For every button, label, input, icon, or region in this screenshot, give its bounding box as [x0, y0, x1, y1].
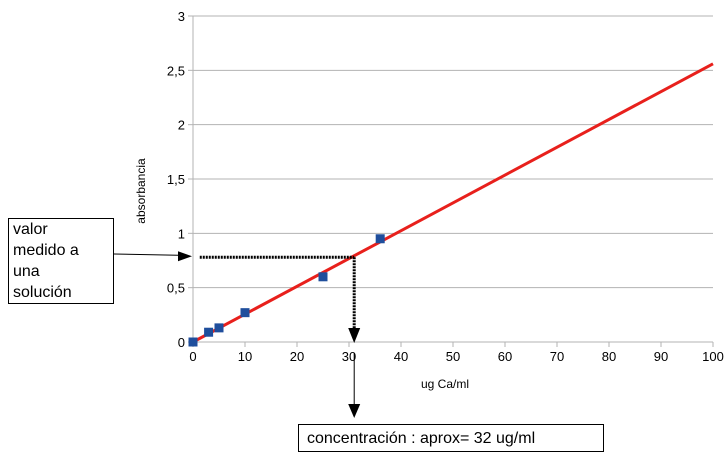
- data-point: [240, 308, 250, 318]
- note-pointer-arrowhead: [178, 251, 192, 262]
- drop-arrowhead: [348, 328, 361, 343]
- y-tick-label: 0,5: [167, 281, 185, 296]
- concentration-note: concentración : aprox= 32 ug/ml: [298, 424, 604, 452]
- data-points: [188, 234, 385, 347]
- x-tick-label: 20: [290, 349, 304, 364]
- measured-note-line-2: medido a: [13, 242, 79, 259]
- y-tick-label: 3: [178, 9, 185, 24]
- grid-lines: [193, 15, 713, 343]
- y-tick-label: 1,5: [167, 172, 185, 187]
- x-tick-label: 70: [550, 349, 564, 364]
- measured-note-line-4: solución: [13, 284, 72, 301]
- y-tick-labels: 0 0,5 1 1,5 2 2,5 3: [167, 9, 185, 350]
- y-axis-label: absorbancia: [134, 158, 148, 224]
- data-point: [318, 272, 328, 282]
- x-tick-label: 90: [654, 349, 668, 364]
- data-point: [214, 323, 224, 333]
- data-point: [188, 337, 198, 347]
- x-tick-label: 0: [189, 349, 196, 364]
- y-tick-label: 1: [178, 226, 185, 241]
- trendline-layer: [192, 62, 714, 344]
- axes: [188, 15, 714, 347]
- x-tick-label: 30: [342, 349, 356, 364]
- concentration-pointer-arrowhead: [348, 404, 361, 418]
- measured-note-line-1: valor: [13, 221, 48, 238]
- x-tick-label: 100: [702, 349, 724, 364]
- x-tick-label: 50: [446, 349, 460, 364]
- x-tick-label: 40: [394, 349, 408, 364]
- concentration-note-text: concentración : aprox= 32 ug/ml: [307, 430, 536, 447]
- x-axis-label: ug Ca/ml: [421, 377, 469, 391]
- x-tick-label: 10: [238, 349, 252, 364]
- note-pointer-line: [113, 253, 179, 256]
- measured-value-note: valor medido a una solución: [8, 218, 114, 304]
- x-tick-label: 80: [602, 349, 616, 364]
- data-point: [375, 234, 385, 244]
- x-tick-labels: 0 10 20 30 40 50 60 70 80 90 100: [189, 349, 723, 364]
- measured-note-line-3: una: [13, 263, 40, 280]
- y-tick-label: 2: [178, 118, 185, 133]
- y-tick-label: 2,5: [167, 63, 185, 78]
- data-point: [204, 327, 214, 337]
- annotation-arrows: [113, 251, 361, 418]
- y-tick-label: 0: [178, 335, 185, 350]
- x-tick-label: 60: [498, 349, 512, 364]
- trendline: [192, 62, 714, 344]
